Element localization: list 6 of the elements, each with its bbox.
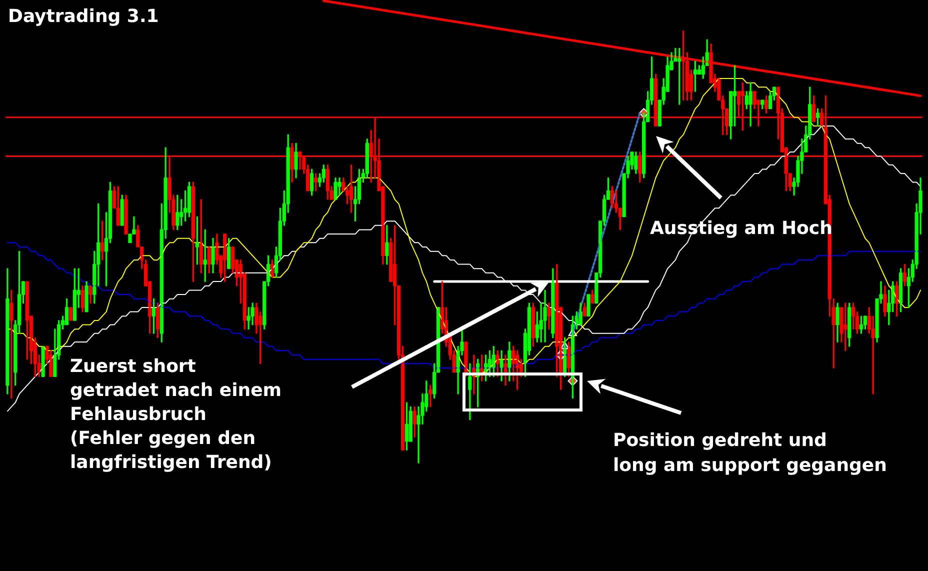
chart-title: Daytrading 3.1: [8, 6, 159, 28]
annotation: Zuerst short getradet nach einem Fehlausbruch (Fehler gegen den langfristigen Trend): [70, 355, 282, 475]
candlestick: [586, 294, 590, 316]
candlestick: [41, 346, 45, 377]
annotation: Position gedreht und long am support gegangen: [613, 429, 887, 478]
candlestick: [68, 307, 73, 321]
